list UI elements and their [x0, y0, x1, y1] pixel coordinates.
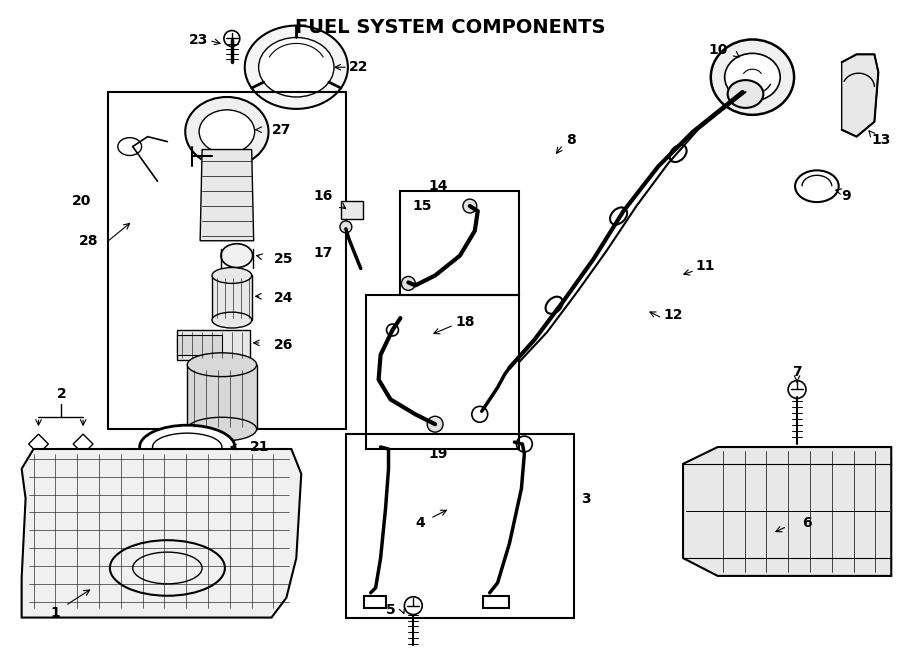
Ellipse shape [212, 268, 252, 284]
Polygon shape [177, 335, 222, 355]
Text: 1: 1 [50, 605, 60, 619]
Bar [108, 92, 346, 429]
Text: 18: 18 [455, 315, 474, 329]
Polygon shape [683, 447, 891, 576]
Bar [365, 295, 519, 449]
Text: 6: 6 [802, 516, 812, 530]
Polygon shape [364, 596, 385, 607]
Polygon shape [29, 434, 49, 454]
Text: 26: 26 [274, 338, 292, 352]
Text: 27: 27 [272, 123, 291, 137]
Polygon shape [200, 149, 254, 241]
Circle shape [788, 381, 806, 399]
Ellipse shape [670, 145, 687, 162]
Text: FUEL SYSTEM COMPONENTS: FUEL SYSTEM COMPONENTS [295, 18, 605, 36]
Polygon shape [212, 276, 252, 320]
Text: 21: 21 [249, 440, 269, 454]
Ellipse shape [610, 208, 627, 225]
Text: 3: 3 [580, 492, 590, 506]
Ellipse shape [187, 353, 256, 377]
Text: 14: 14 [428, 179, 448, 193]
Text: 5: 5 [386, 603, 395, 617]
Circle shape [517, 436, 532, 452]
Text: 2: 2 [57, 387, 67, 401]
Ellipse shape [258, 38, 334, 97]
Ellipse shape [727, 80, 763, 108]
Text: 9: 9 [842, 189, 851, 203]
Ellipse shape [140, 425, 235, 469]
Text: 24: 24 [274, 292, 293, 305]
Text: 13: 13 [871, 133, 891, 147]
Ellipse shape [724, 54, 780, 101]
Bar [341, 201, 363, 219]
Polygon shape [187, 365, 256, 429]
Ellipse shape [795, 171, 839, 202]
Circle shape [340, 221, 352, 233]
Ellipse shape [711, 40, 794, 115]
Text: 17: 17 [313, 246, 333, 260]
Text: 8: 8 [566, 133, 576, 147]
Circle shape [224, 30, 239, 46]
Text: 22: 22 [349, 60, 368, 74]
Text: 28: 28 [78, 234, 98, 248]
Bar [400, 191, 519, 295]
Ellipse shape [152, 433, 222, 461]
Polygon shape [177, 330, 249, 360]
Text: 4: 4 [416, 516, 425, 530]
Ellipse shape [199, 110, 255, 153]
Circle shape [386, 324, 399, 336]
Text: 16: 16 [313, 189, 333, 203]
Ellipse shape [212, 312, 252, 328]
Text: 12: 12 [663, 308, 683, 322]
Text: 7: 7 [792, 365, 802, 379]
Ellipse shape [185, 97, 268, 167]
Bar [346, 434, 574, 617]
Circle shape [463, 199, 477, 213]
Text: 25: 25 [274, 252, 293, 266]
Text: 23: 23 [188, 34, 208, 48]
Text: 20: 20 [72, 194, 91, 208]
Polygon shape [73, 434, 93, 454]
Ellipse shape [545, 297, 562, 314]
Circle shape [472, 407, 488, 422]
Ellipse shape [245, 26, 348, 109]
Text: 10: 10 [708, 44, 727, 58]
Text: 11: 11 [696, 258, 716, 272]
Circle shape [404, 597, 422, 615]
Polygon shape [842, 54, 878, 137]
Ellipse shape [187, 417, 256, 441]
Polygon shape [482, 596, 509, 607]
Text: 19: 19 [428, 447, 448, 461]
Ellipse shape [118, 137, 141, 155]
Circle shape [428, 416, 443, 432]
Ellipse shape [220, 244, 253, 268]
Polygon shape [22, 449, 302, 617]
Text: 15: 15 [412, 199, 432, 213]
Circle shape [401, 276, 415, 290]
